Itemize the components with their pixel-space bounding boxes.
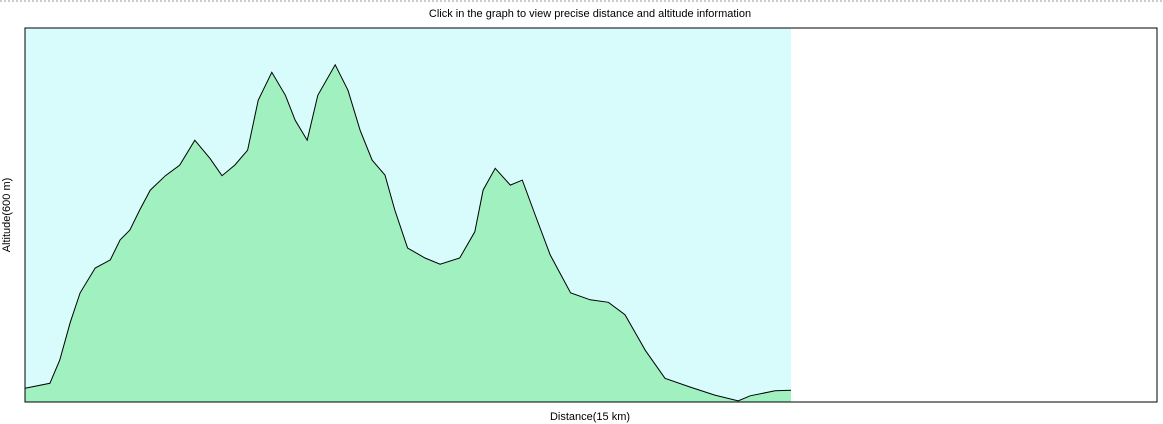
plot-frame <box>24 27 1158 403</box>
altitude-area <box>25 64 791 403</box>
plot-area[interactable] <box>24 28 792 403</box>
chart-title: Click in the graph to view precise dista… <box>429 8 751 20</box>
y-axis-label: Altitude(600 m) <box>1 178 13 253</box>
altitude-line <box>24 63 792 402</box>
x-axis-label: Distance(15 km) <box>550 411 630 423</box>
